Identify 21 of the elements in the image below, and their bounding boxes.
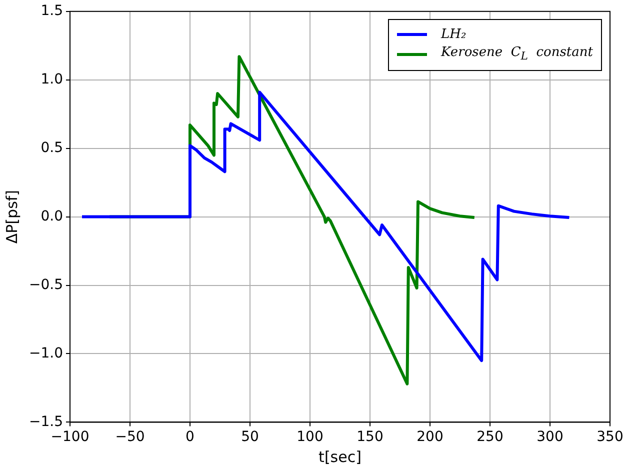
- y-tick-label: −1.0: [28, 345, 63, 362]
- y-tick-label: 0.0: [40, 208, 63, 224]
- y-tick-label: −1.5: [28, 414, 63, 430]
- y-tick-label: −0.5: [28, 276, 63, 293]
- x-tick-label: 200: [416, 429, 444, 446]
- x-tick-label: 50: [241, 429, 259, 446]
- x-tick-label: 0: [186, 429, 194, 446]
- x-tick-label: −50: [115, 429, 145, 446]
- legend-label: LH₂: [441, 27, 466, 42]
- x-tick-label: 300: [536, 429, 564, 446]
- y-tick-label: 1.0: [40, 72, 63, 88]
- x-tick-label: 100: [296, 429, 324, 446]
- y-tick-label: 1.5: [40, 3, 63, 20]
- x-tick-label: 250: [476, 429, 504, 446]
- x-tick-label: 350: [596, 429, 624, 446]
- x-axis-title: t[sec]: [318, 448, 362, 466]
- legend-label: Kerosene C$_{L}$ constant: [441, 45, 593, 63]
- x-tick-label: 150: [356, 429, 384, 446]
- y-axis-title: ΔP[psf]: [2, 190, 21, 244]
- x-tick-label: −100: [50, 429, 90, 446]
- y-tick-label: 0.5: [40, 140, 63, 156]
